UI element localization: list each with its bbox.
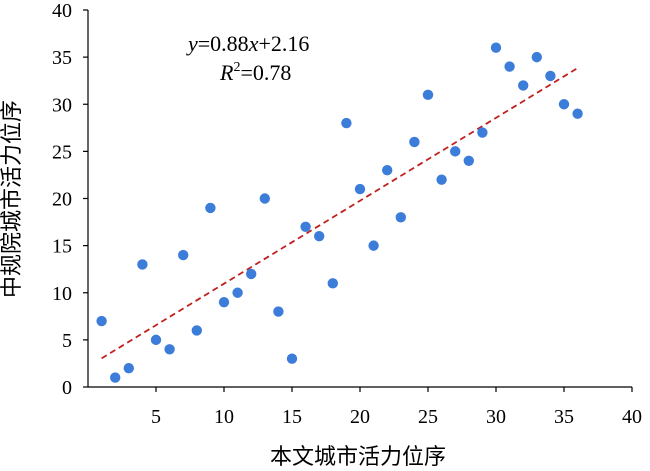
data-point [110,372,121,383]
r2-value: =0.78 [240,60,291,85]
x-tick-label: 35 [554,406,574,428]
data-point [368,240,379,251]
data-point [137,259,148,270]
data-point [327,278,338,289]
data-point [463,155,474,166]
equation-x: x [248,31,259,56]
x-tick-label: 40 [622,406,642,428]
data-point [123,362,134,374]
data-point [314,231,325,242]
data-point [395,212,406,223]
data-point [450,146,461,157]
y-tick-label: 15 [52,236,72,258]
data-point [191,325,202,336]
x-tick-label: 5 [151,406,161,428]
data-point [218,296,230,308]
data-point [178,249,189,261]
data-points [96,42,583,383]
x-axis-title: 本文城市活力位序 [270,445,446,470]
data-point [436,174,447,185]
data-point [205,202,216,214]
data-point [572,108,583,119]
data-point [422,89,434,101]
data-point [232,287,243,298]
y-tick-label: 25 [52,141,72,163]
equation-annotation: y=0.88x+2.16 [186,31,309,56]
data-point [354,183,366,195]
y-axis-title: 中规院城市活力位序 [0,100,25,298]
equation-slope: =0.88 [198,31,249,56]
x-tick-label: 20 [350,406,370,428]
data-point [273,306,284,317]
data-point [490,42,502,53]
data-point [246,268,257,280]
data-point [409,136,420,148]
data-point [164,344,175,355]
data-point [341,117,352,129]
y-tick-label: 35 [52,47,72,69]
data-point [504,61,515,72]
r2-superscript: 2 [233,60,240,75]
x-tick-label: 15 [282,406,302,428]
data-point [259,193,270,204]
equation-intercept: +2.16 [258,31,309,56]
x-tick-label: 30 [486,406,506,428]
data-point [300,221,311,232]
y-tick-label: 30 [52,94,72,116]
data-point [286,353,298,364]
r-squared-annotation: R2=0.78 [219,60,291,85]
r2-r: R [219,60,234,85]
equation-y: y [186,31,198,56]
data-point [96,315,107,327]
y-tick-label: 10 [52,283,72,305]
data-point [545,70,556,82]
x-tick-label: 10 [214,406,234,428]
data-point [150,334,162,346]
data-point [531,51,542,63]
y-axis-ticks: 0 5 10 15 20 25 30 35 40 [52,0,88,399]
data-point [382,165,393,176]
y-tick-label: 5 [62,330,72,352]
data-point [558,99,570,110]
trendline [101,67,579,360]
x-tick-label: 25 [418,406,438,428]
y-tick-label: 20 [52,189,72,211]
y-tick-label: 0 [62,377,72,399]
data-point [518,80,529,91]
y-tick-label: 40 [52,0,72,22]
data-point [477,127,488,138]
x-axis-ticks: 5 10 15 20 25 30 35 40 [151,387,642,428]
